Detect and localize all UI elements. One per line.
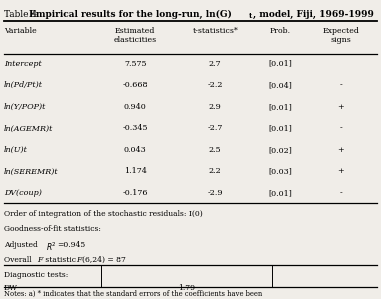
Text: -: -	[339, 124, 343, 132]
Text: -2.9: -2.9	[208, 189, 223, 197]
Text: 2.7: 2.7	[209, 60, 222, 68]
Text: 7.575: 7.575	[124, 60, 147, 68]
Text: Table 4: Table 4	[4, 10, 43, 19]
Text: Notes: a) * indicates that the standard errors of the coefficients have been: Notes: a) * indicates that the standard …	[4, 289, 262, 298]
Text: +: +	[338, 146, 344, 154]
Text: Prob.: Prob.	[269, 27, 291, 35]
Text: ln(AGEMR)t: ln(AGEMR)t	[4, 124, 53, 132]
Text: Estimated
elasticities: Estimated elasticities	[114, 27, 157, 44]
Text: Goodness-of-fit statistics:: Goodness-of-fit statistics:	[4, 225, 101, 233]
Text: 1.174: 1.174	[124, 167, 147, 176]
Text: -: -	[339, 81, 343, 89]
Text: statistic: statistic	[43, 256, 78, 264]
Text: [0.01]: [0.01]	[268, 103, 292, 111]
Text: -2.2: -2.2	[208, 81, 223, 89]
Text: t-statistics*: t-statistics*	[192, 27, 238, 35]
Text: -0.176: -0.176	[123, 189, 148, 197]
Text: DV(coup): DV(coup)	[4, 189, 42, 197]
Text: Empirical results for the long-run, ln(G): Empirical results for the long-run, ln(G…	[29, 10, 231, 19]
Text: [0.02]: [0.02]	[268, 146, 292, 154]
Text: t: t	[249, 12, 253, 20]
Text: 0.043: 0.043	[124, 146, 147, 154]
Text: +: +	[338, 167, 344, 176]
Text: , model, Fiji, 1969-1999: , model, Fiji, 1969-1999	[253, 10, 374, 19]
Text: Intercept: Intercept	[4, 60, 42, 68]
Text: -0.668: -0.668	[123, 81, 148, 89]
Text: ln(Y/POP)t: ln(Y/POP)t	[4, 103, 46, 111]
Text: [0.01]: [0.01]	[268, 189, 292, 197]
Text: 2.9: 2.9	[209, 103, 222, 111]
Text: 2.2: 2.2	[209, 167, 222, 176]
Text: ln(U)t: ln(U)t	[4, 146, 28, 154]
Text: [0.01]: [0.01]	[268, 124, 292, 132]
Text: Diagnostic tests:: Diagnostic tests:	[4, 271, 68, 279]
Text: -: -	[339, 189, 343, 197]
Text: Overall: Overall	[4, 256, 34, 264]
Text: Variable: Variable	[4, 27, 37, 35]
Text: [0.01]: [0.01]	[268, 60, 292, 68]
Text: Expected
signs: Expected signs	[323, 27, 359, 44]
Text: 0.940: 0.940	[124, 103, 147, 111]
Text: ln(Pd/Pt)t: ln(Pd/Pt)t	[4, 81, 43, 89]
Text: Order of integration of the stochastic residuals: I(0): Order of integration of the stochastic r…	[4, 210, 203, 218]
Text: -2.7: -2.7	[208, 124, 223, 132]
Text: DW: DW	[4, 284, 18, 292]
Text: +: +	[338, 103, 344, 111]
Text: -0.345: -0.345	[123, 124, 148, 132]
Text: 1.79: 1.79	[178, 284, 195, 292]
Text: ln(SEREMR)t: ln(SEREMR)t	[4, 167, 58, 176]
Text: [0.04]: [0.04]	[268, 81, 292, 89]
Text: Adjusted: Adjusted	[4, 241, 40, 249]
Text: [0.03]: [0.03]	[268, 167, 292, 176]
Text: 2.5: 2.5	[209, 146, 222, 154]
Text: =0.945: =0.945	[57, 241, 85, 249]
Text: $R^2$: $R^2$	[46, 241, 58, 253]
Text: F: F	[37, 256, 43, 264]
Text: (6,24) = 87: (6,24) = 87	[82, 256, 125, 264]
Text: F: F	[76, 256, 82, 264]
